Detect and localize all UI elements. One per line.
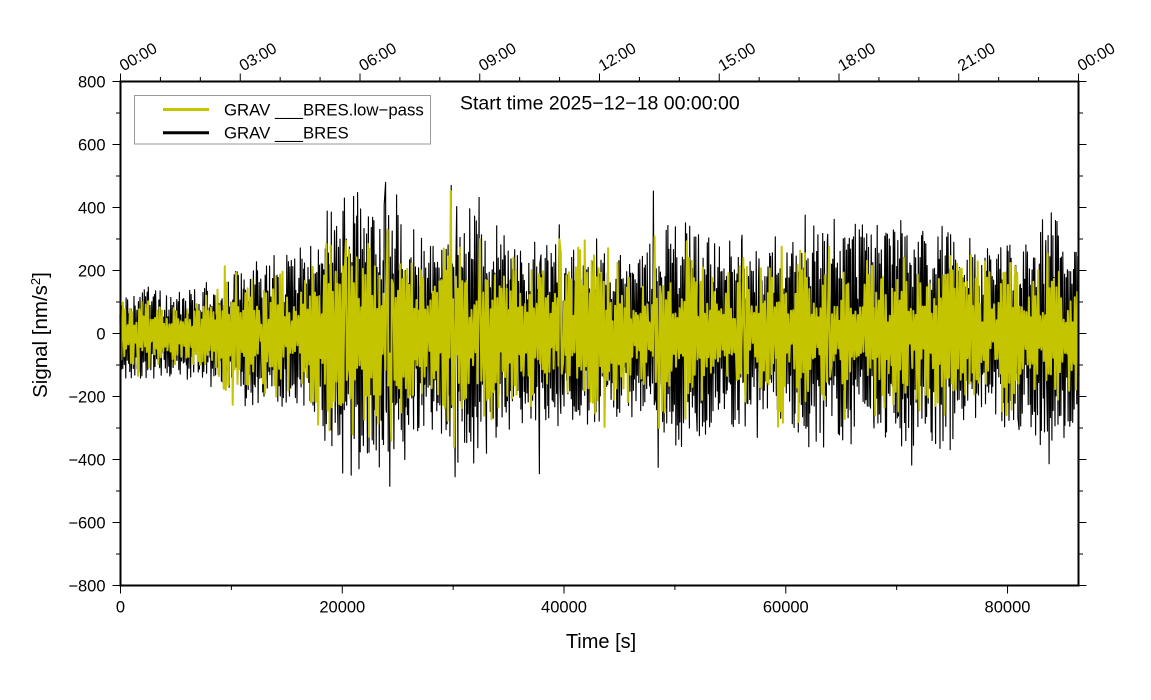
svg-text:GRAV ___BRES: GRAV ___BRES	[224, 124, 349, 143]
svg-text:0: 0	[96, 326, 105, 344]
svg-text:0: 0	[116, 599, 125, 617]
svg-text:400: 400	[78, 200, 106, 218]
svg-text:40000: 40000	[541, 599, 587, 617]
svg-text:Start time 2025−12−18 00:00:00: Start time 2025−12−18 00:00:00	[460, 93, 740, 115]
svg-text:60000: 60000	[763, 599, 809, 617]
svg-text:200: 200	[78, 263, 106, 281]
svg-text:20000: 20000	[319, 599, 365, 617]
svg-text:Signal [nm/s2]: Signal [nm/s2]	[28, 272, 52, 398]
svg-text:−600: −600	[68, 515, 105, 533]
svg-text:GRAV ___BRES.low−pass: GRAV ___BRES.low−pass	[224, 100, 424, 119]
svg-text:−200: −200	[68, 389, 105, 407]
svg-text:−800: −800	[68, 578, 105, 596]
svg-text:80000: 80000	[985, 599, 1031, 617]
svg-text:800: 800	[78, 74, 106, 92]
svg-text:Time [s]: Time [s]	[566, 631, 636, 653]
svg-text:−400: −400	[68, 452, 105, 470]
svg-text:600: 600	[78, 137, 106, 155]
